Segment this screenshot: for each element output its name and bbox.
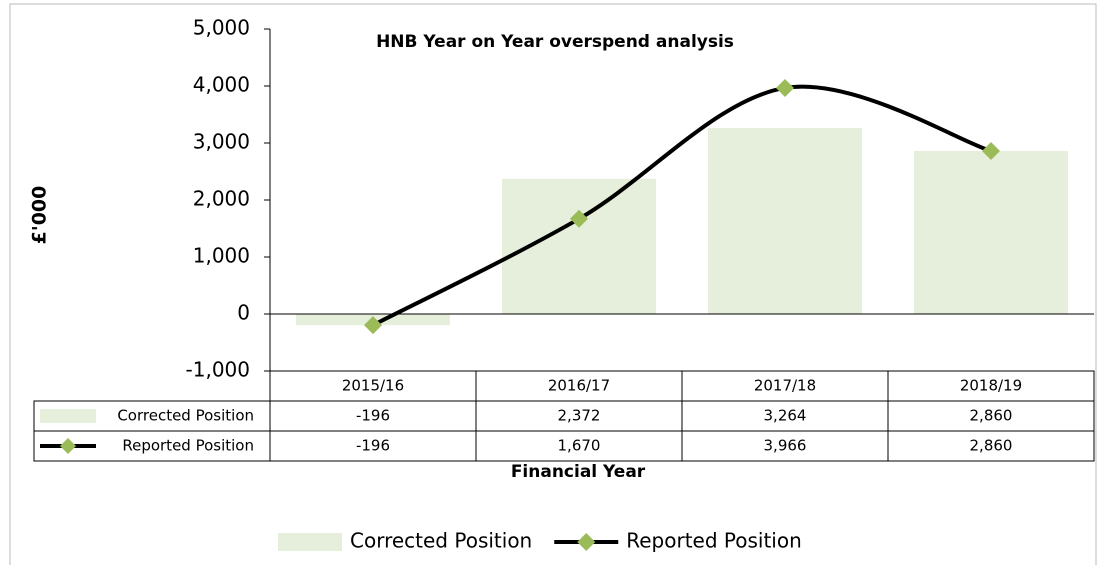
table-value: 3,264 <box>764 407 807 425</box>
bar <box>914 150 1068 314</box>
bar <box>708 127 862 315</box>
x-tick-label: 2016/17 <box>548 377 610 395</box>
x-axis-title: Financial Year <box>511 462 646 482</box>
legend-label: Reported Position <box>626 529 802 553</box>
table-series-name: Reported Position <box>122 437 254 455</box>
table-value: 1,670 <box>558 437 601 455</box>
x-tick-label: 2018/19 <box>960 377 1022 395</box>
y-tick-label: 0 <box>237 301 250 325</box>
x-tick-label: 2015/16 <box>342 377 404 395</box>
table-value: 3,966 <box>764 437 807 455</box>
legend-label: Corrected Position <box>350 529 532 553</box>
marker <box>570 209 588 228</box>
table-value: -196 <box>356 437 390 455</box>
marker <box>776 78 794 97</box>
marker <box>364 316 382 335</box>
table-series-name: Corrected Position <box>117 407 254 425</box>
table-value: 2,860 <box>970 437 1013 455</box>
y-tick-label: 3,000 <box>193 130 250 154</box>
y-tick-label: 4,000 <box>193 73 250 97</box>
table-value: 2,372 <box>558 407 601 425</box>
y-tick-label: 1,000 <box>193 244 250 268</box>
table-legend-key <box>40 409 96 423</box>
y-tick-label: 5,000 <box>193 16 250 40</box>
table-value: -196 <box>356 407 390 425</box>
x-tick-label: 2017/18 <box>754 377 816 395</box>
y-axis-title: £'000 <box>29 186 51 245</box>
marker <box>982 141 1000 160</box>
legend-key <box>278 533 342 551</box>
chart-title: HNB Year on Year overspend analysis <box>376 32 734 52</box>
y-tick-label: -1,000 <box>186 358 250 382</box>
legend-key <box>577 533 596 551</box>
line <box>372 84 992 327</box>
y-tick-label: 2,000 <box>193 187 250 211</box>
table-value: 2,860 <box>970 407 1013 425</box>
table-legend-key <box>60 438 76 454</box>
